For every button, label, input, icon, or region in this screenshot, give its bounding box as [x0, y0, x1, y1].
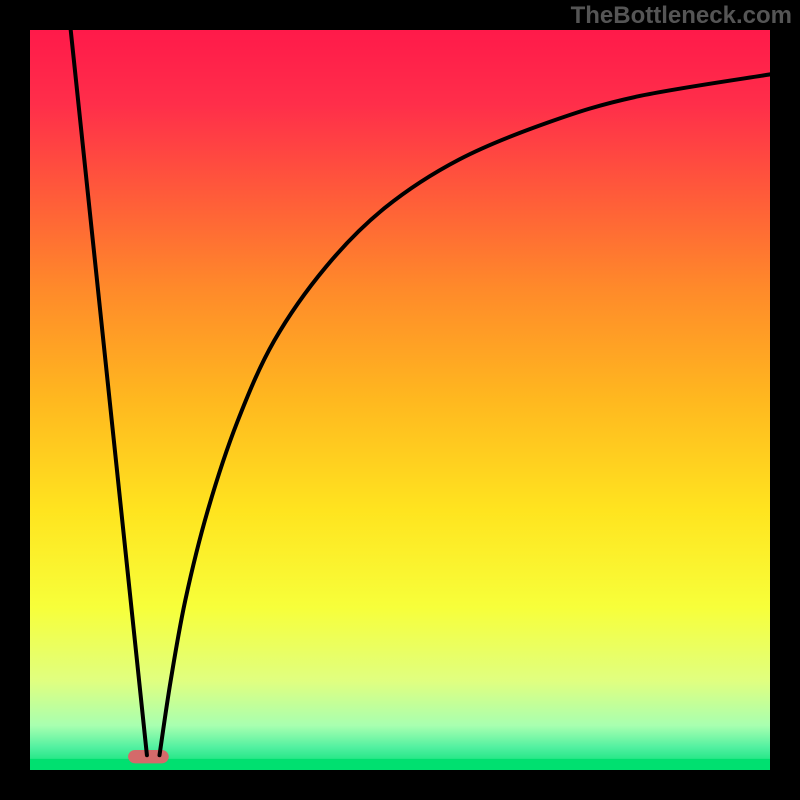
bottleneck-chart: [0, 0, 800, 800]
watermark-text: TheBottleneck.com: [571, 2, 792, 30]
chart-container: TheBottleneck.com: [0, 0, 800, 800]
